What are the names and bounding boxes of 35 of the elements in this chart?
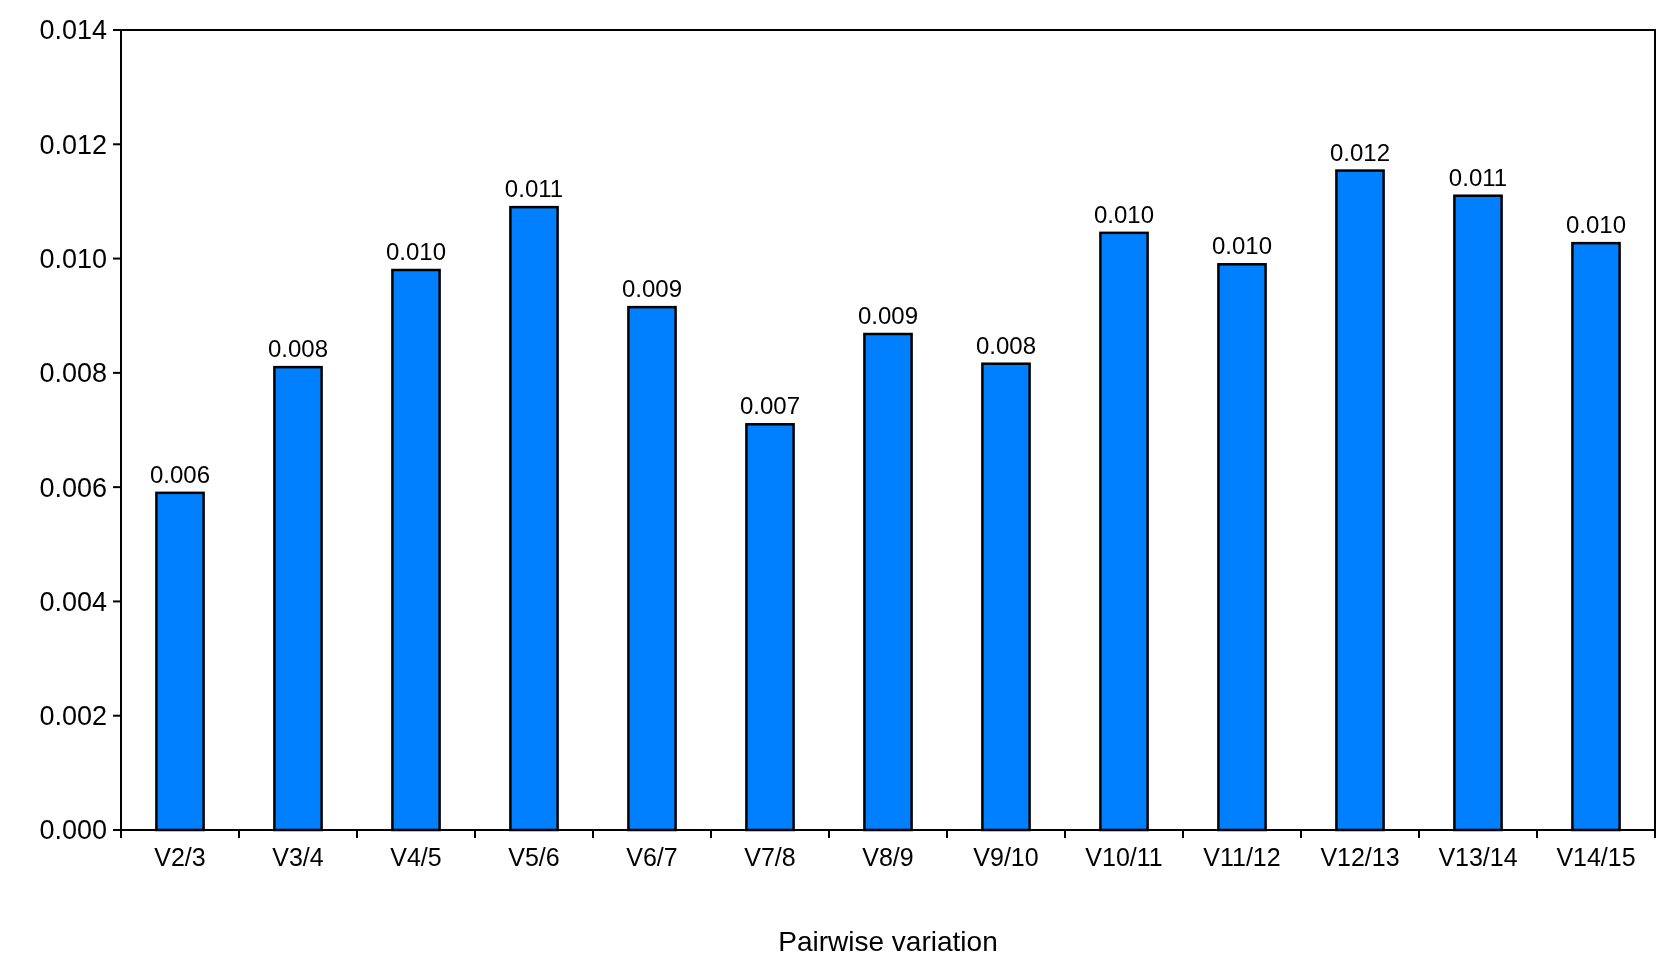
y-tick-label: 0.010 <box>39 244 107 275</box>
x-tick-label: V2/3 <box>154 843 206 871</box>
data-label: 0.009 <box>621 275 683 303</box>
data-label: 0.012 <box>1329 138 1391 166</box>
y-tick-label: 0.012 <box>39 129 107 160</box>
data-label: 0.007 <box>739 392 801 420</box>
x-tick-label: V11/12 <box>1203 843 1281 871</box>
data-label: 0.008 <box>267 335 329 363</box>
y-tick-label: 0.006 <box>39 472 107 503</box>
x-tick-label: V6/7 <box>626 843 678 871</box>
x-tick-label: V7/8 <box>744 843 796 871</box>
x-tick-label: V9/10 <box>973 843 1039 871</box>
x-axis-title: Pairwise variation <box>778 926 998 957</box>
x-tick-label: V8/9 <box>862 843 914 871</box>
x-tick-label: V13/14 <box>1438 843 1518 871</box>
data-label: 0.006 <box>149 460 211 488</box>
x-tick-label: V10/11 <box>1085 843 1163 871</box>
x-tick-label: V5/6 <box>508 843 560 871</box>
x-tick-label: V14/15 <box>1556 843 1636 871</box>
data-label: 0.009 <box>857 302 919 329</box>
x-tick-label: V4/5 <box>390 843 442 871</box>
data-label: 0.011 <box>504 175 564 203</box>
x-tick-label: V3/4 <box>272 843 324 871</box>
y-tick-label: 0.000 <box>39 815 107 846</box>
data-label: 0.010 <box>1211 232 1273 260</box>
data-label: 0.008 <box>975 331 1037 359</box>
data-label: 0.010 <box>385 238 447 265</box>
data-label: 0.011 <box>1448 163 1508 191</box>
y-tick-label: 0.014 <box>39 15 107 46</box>
y-tick-label: 0.008 <box>39 358 107 389</box>
y-tick-label: 0.002 <box>39 701 107 732</box>
data-label: 0.010 <box>1565 211 1627 239</box>
x-tick-label: V12/13 <box>1320 843 1400 871</box>
y-tick-label: 0.004 <box>39 586 107 617</box>
data-label: 0.010 <box>1093 200 1155 228</box>
